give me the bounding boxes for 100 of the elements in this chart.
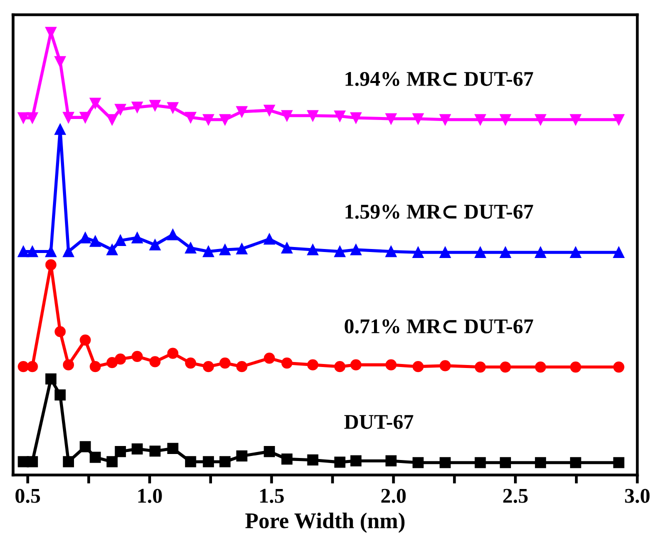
point <box>45 373 56 385</box>
point <box>264 104 275 116</box>
point <box>412 457 424 468</box>
point <box>534 114 546 126</box>
point <box>613 361 624 373</box>
point <box>307 110 318 122</box>
point <box>385 359 397 370</box>
point <box>236 450 248 462</box>
point <box>613 457 624 468</box>
x-tick-label: 1.5 <box>260 488 284 503</box>
point <box>45 259 56 270</box>
series-label: 1.59% MR⊂ DUT-67 <box>346 204 534 219</box>
point <box>534 361 546 373</box>
point <box>236 106 248 118</box>
point <box>412 113 424 124</box>
point <box>106 357 118 368</box>
point <box>281 110 292 122</box>
point <box>307 244 318 256</box>
point <box>54 326 66 338</box>
point <box>412 246 424 258</box>
point <box>90 98 101 109</box>
point <box>534 457 546 468</box>
point <box>500 114 511 126</box>
series-label: DUT-67 <box>344 414 414 429</box>
series-label: 1.94% MR⊂ DUT-67 <box>346 72 534 86</box>
point <box>132 443 143 454</box>
point <box>202 246 214 258</box>
point <box>185 242 196 254</box>
point <box>350 112 362 124</box>
point <box>474 246 486 258</box>
point <box>90 452 101 463</box>
point <box>385 455 397 466</box>
point <box>62 456 74 468</box>
point <box>132 232 143 244</box>
point <box>307 359 318 370</box>
point <box>114 234 126 246</box>
point <box>219 114 231 126</box>
point <box>149 239 161 250</box>
x-tick-label: 2.0 <box>381 488 406 503</box>
point <box>534 246 546 258</box>
point <box>185 456 196 468</box>
point <box>26 112 38 124</box>
point <box>219 456 231 468</box>
point <box>106 114 118 126</box>
point <box>202 114 214 126</box>
point <box>350 244 362 256</box>
point <box>570 114 582 126</box>
point <box>90 236 101 247</box>
point <box>62 359 74 370</box>
point <box>202 361 214 372</box>
point <box>149 100 161 112</box>
point <box>264 234 275 245</box>
x-tick-label: 0.5 <box>16 488 40 503</box>
point <box>54 56 66 68</box>
point <box>281 357 292 369</box>
point <box>18 361 29 372</box>
point <box>570 457 582 468</box>
point <box>440 114 451 126</box>
point <box>26 246 38 258</box>
point <box>167 102 178 114</box>
point <box>236 243 248 254</box>
point <box>307 454 318 466</box>
point <box>613 114 624 126</box>
x-tick-label: 2.5 <box>503 488 528 503</box>
point <box>613 246 624 258</box>
point <box>264 352 275 364</box>
point <box>80 232 91 244</box>
point <box>62 246 74 258</box>
point <box>474 114 486 126</box>
point <box>474 457 486 468</box>
point <box>219 244 231 256</box>
point <box>80 112 91 123</box>
point <box>202 456 214 468</box>
point <box>334 361 346 372</box>
point <box>570 246 582 258</box>
point <box>570 361 582 373</box>
point <box>185 112 196 123</box>
point <box>45 246 56 258</box>
x-tick-label: 3.0 <box>625 488 650 503</box>
point <box>412 361 424 372</box>
point <box>385 246 397 258</box>
point <box>500 361 511 373</box>
point <box>334 456 346 468</box>
point <box>474 361 486 373</box>
point <box>440 360 451 372</box>
point <box>90 361 101 372</box>
point <box>385 113 397 124</box>
point <box>26 361 38 372</box>
point <box>440 457 451 468</box>
point <box>18 112 29 124</box>
point <box>281 242 292 254</box>
point <box>236 361 248 372</box>
point <box>264 446 275 458</box>
point <box>62 112 74 123</box>
series-label: 0.71% MR⊂ DUT-67 <box>344 319 534 334</box>
point <box>350 359 362 370</box>
point <box>106 456 118 468</box>
point <box>132 350 143 362</box>
point <box>185 357 196 369</box>
point <box>167 348 178 359</box>
